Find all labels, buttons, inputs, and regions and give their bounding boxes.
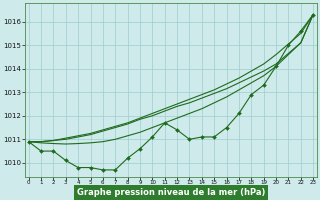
X-axis label: Graphe pression niveau de la mer (hPa): Graphe pression niveau de la mer (hPa) (77, 188, 265, 197)
